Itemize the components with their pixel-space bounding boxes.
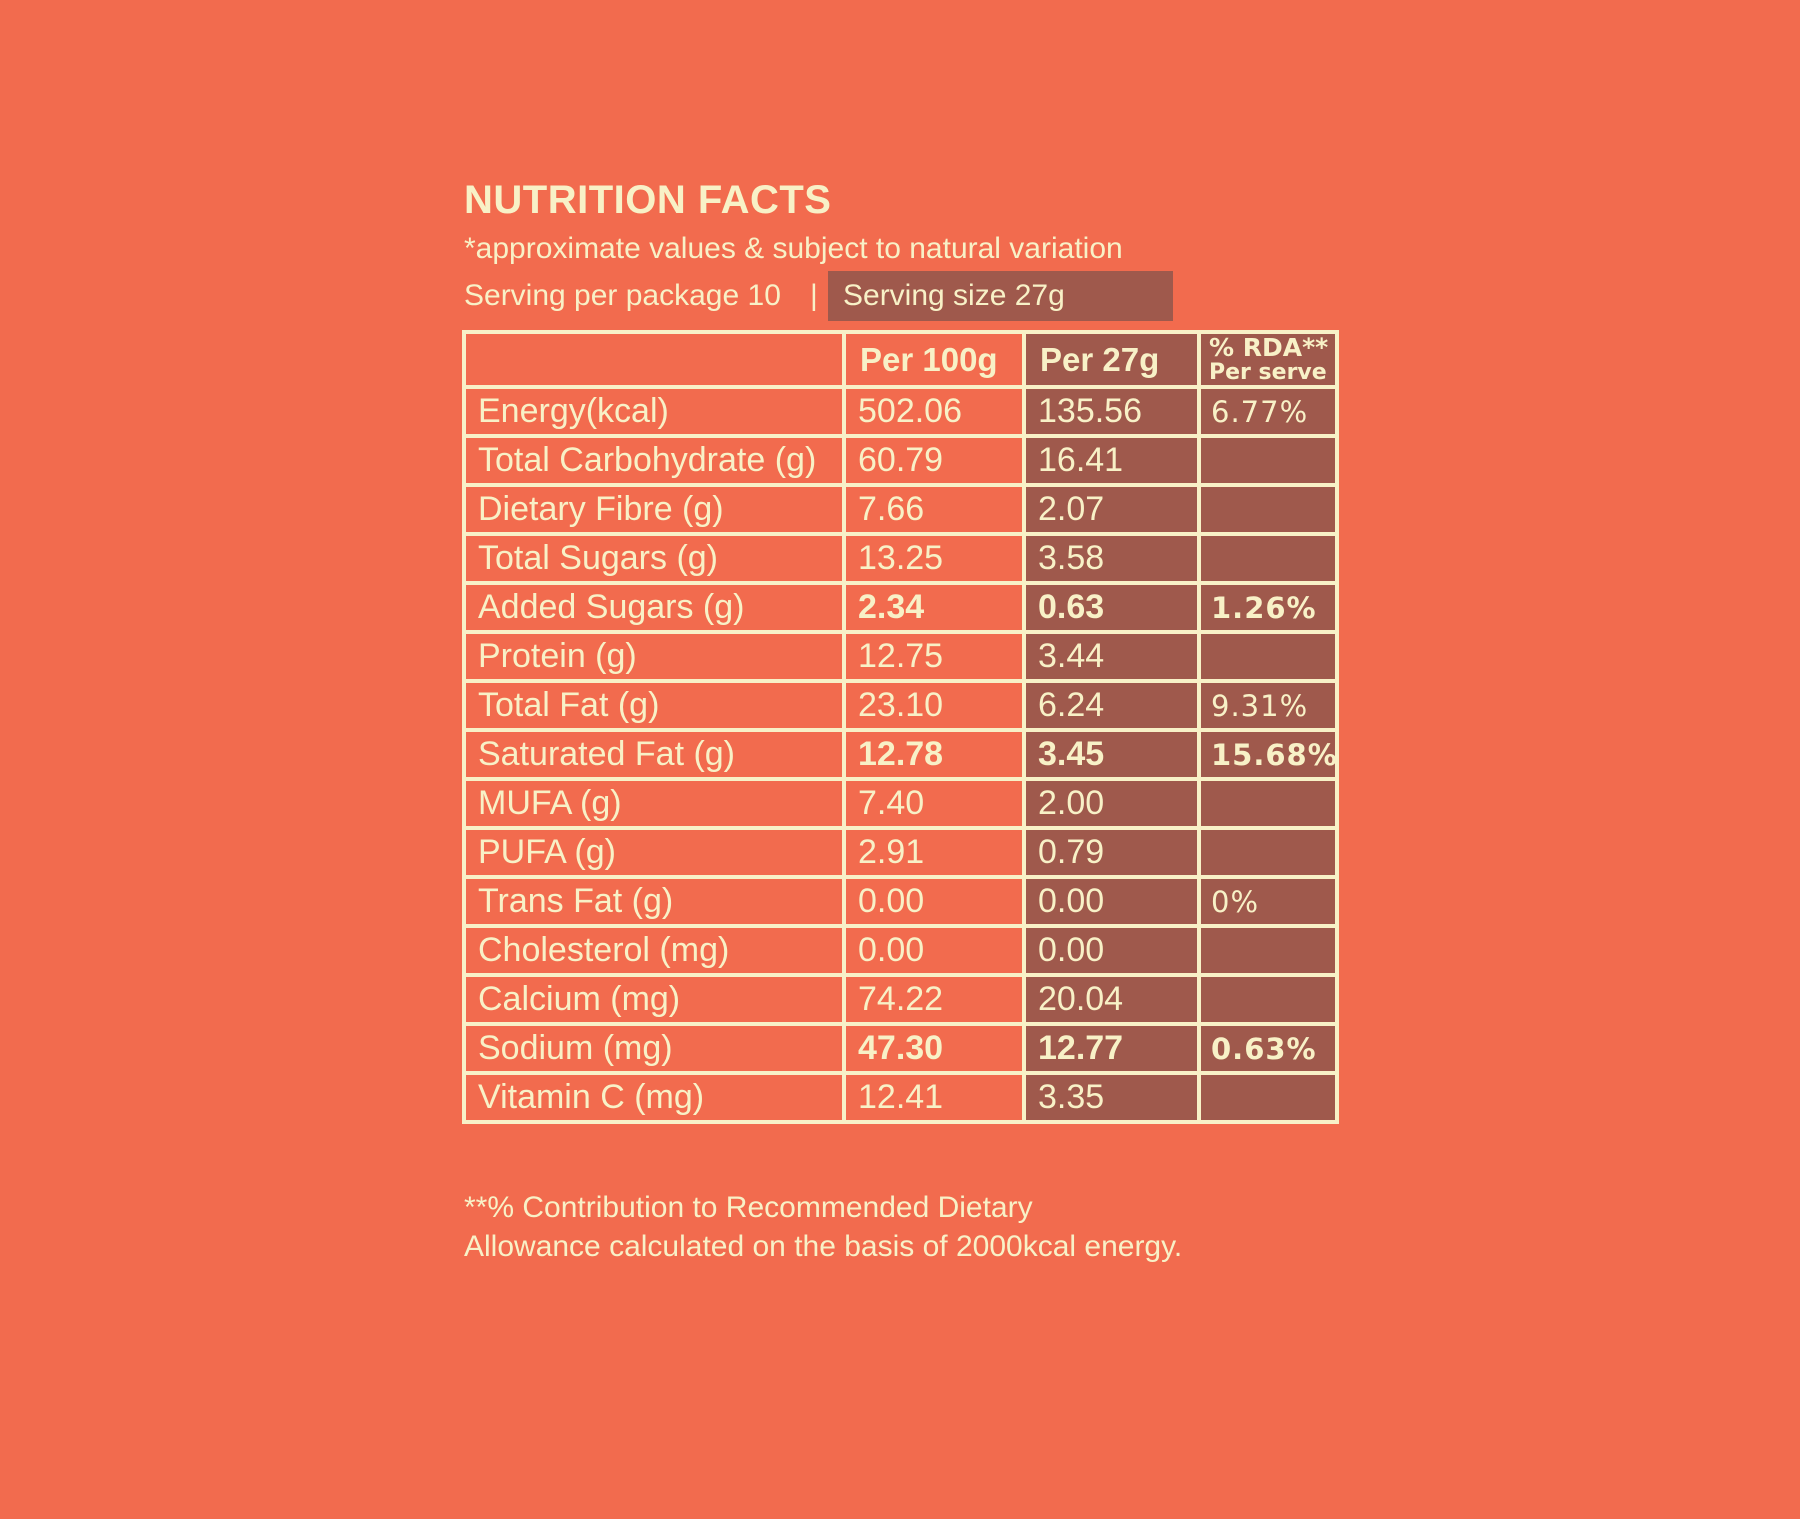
- value-per-100g: 12.75: [842, 630, 1026, 683]
- value-per-27g: 2.07: [1022, 483, 1201, 536]
- page-title: NUTRITION FACTS: [464, 178, 832, 222]
- value-rda-per-serve: [1197, 1071, 1339, 1124]
- nutrition-table-body: Energy(kcal) 502.06 135.56 6.77% Total C…: [462, 385, 1339, 1124]
- rda-footnote-line2: Allowance calculated on the basis of 200…: [464, 1230, 1183, 1263]
- value-rda-per-serve: [1197, 777, 1339, 830]
- nutrient-label: Vitamin C (mg): [462, 1071, 846, 1124]
- nutrient-label: Dietary Fibre (g): [462, 483, 846, 536]
- value-per-27g: 3.35: [1022, 1071, 1201, 1124]
- table-row: Calcium (mg) 74.22 20.04: [462, 973, 1339, 1026]
- table-row: Vitamin C (mg) 12.41 3.35: [462, 1071, 1339, 1124]
- value-per-27g: 3.58: [1022, 532, 1201, 585]
- value-per-27g: 0.63: [1022, 581, 1201, 634]
- value-per-100g: 47.30: [842, 1022, 1026, 1075]
- header-per-27g: Per 27g: [1022, 330, 1201, 389]
- value-per-27g: 6.24: [1022, 679, 1201, 732]
- value-per-100g: 12.78: [842, 728, 1026, 781]
- nutrient-label: Added Sugars (g): [462, 581, 846, 634]
- table-row: Energy(kcal) 502.06 135.56 6.77%: [462, 385, 1339, 438]
- value-per-27g: 0.00: [1022, 875, 1201, 928]
- nutrient-label: Trans Fat (g): [462, 875, 846, 928]
- nutrient-label: Energy(kcal): [462, 385, 846, 438]
- nutrient-label: Sodium (mg): [462, 1022, 846, 1075]
- value-per-27g: 2.00: [1022, 777, 1201, 830]
- table-row: Trans Fat (g) 0.00 0.00 0%: [462, 875, 1339, 928]
- nutrition-table: Per 100g Per 27g % RDA** Per serve Energ…: [462, 330, 1339, 1124]
- nutrient-label: MUFA (g): [462, 777, 846, 830]
- header-nutrient-blank: [462, 330, 846, 389]
- value-rda-per-serve: [1197, 630, 1339, 683]
- rda-footnote-line1: **% Contribution to Recommended Dietary: [464, 1191, 1033, 1224]
- nutrient-label: Saturated Fat (g): [462, 728, 846, 781]
- table-row: Sodium (mg) 47.30 12.77 0.63%: [462, 1022, 1339, 1075]
- header-rda-line2: Per serve: [1209, 360, 1327, 385]
- value-rda-per-serve: [1197, 483, 1339, 536]
- value-per-27g: 3.45: [1022, 728, 1201, 781]
- table-row: Total Carbohydrate (g) 60.79 16.41: [462, 434, 1339, 487]
- value-per-27g: 12.77: [1022, 1022, 1201, 1075]
- header-per-100g: Per 100g: [842, 330, 1026, 389]
- value-rda-per-serve: 0.63%: [1197, 1022, 1339, 1075]
- serving-info: Serving per package 10 | Serving size 27…: [462, 271, 1187, 321]
- value-per-27g: 0.00: [1022, 924, 1201, 977]
- nutrient-label: Calcium (mg): [462, 973, 846, 1026]
- table-row: Dietary Fibre (g) 7.66 2.07: [462, 483, 1339, 536]
- value-per-27g: 3.44: [1022, 630, 1201, 683]
- value-rda-per-serve: [1197, 973, 1339, 1026]
- table-row: Total Fat (g) 23.10 6.24 9.31%: [462, 679, 1339, 732]
- value-per-100g: 7.40: [842, 777, 1026, 830]
- value-rda-per-serve: [1197, 434, 1339, 487]
- value-per-100g: 0.00: [842, 924, 1026, 977]
- value-rda-per-serve: 0%: [1197, 875, 1339, 928]
- value-per-27g: 20.04: [1022, 973, 1201, 1026]
- value-per-100g: 0.00: [842, 875, 1026, 928]
- nutrient-label: PUFA (g): [462, 826, 846, 879]
- serving-size-badge: Serving size 27g: [828, 271, 1173, 321]
- serving-per-package-text: Serving per package 10: [464, 279, 781, 312]
- table-row: MUFA (g) 7.40 2.00: [462, 777, 1339, 830]
- table-header-row: Per 100g Per 27g % RDA** Per serve: [462, 330, 1339, 389]
- value-per-100g: 502.06: [842, 385, 1026, 438]
- value-rda-per-serve: 15.68%: [1197, 728, 1339, 781]
- value-per-100g: 60.79: [842, 434, 1026, 487]
- value-per-27g: 135.56: [1022, 385, 1201, 438]
- value-per-100g: 12.41: [842, 1071, 1026, 1124]
- table-row: Total Sugars (g) 13.25 3.58: [462, 532, 1339, 585]
- value-rda-per-serve: 1.26%: [1197, 581, 1339, 634]
- table-row: PUFA (g) 2.91 0.79: [462, 826, 1339, 879]
- value-per-100g: 13.25: [842, 532, 1026, 585]
- header-rda-line1: % RDA**: [1209, 333, 1329, 362]
- serving-separator: |: [810, 279, 818, 312]
- header-rda-per-serve: % RDA** Per serve: [1197, 330, 1339, 389]
- value-per-100g: 7.66: [842, 483, 1026, 536]
- value-rda-per-serve: [1197, 826, 1339, 879]
- rda-footnote: **% Contribution to Recommended Dietary …: [464, 1188, 1182, 1266]
- table-row: Saturated Fat (g) 12.78 3.45 15.68%: [462, 728, 1339, 781]
- value-per-100g: 23.10: [842, 679, 1026, 732]
- table-row: Added Sugars (g) 2.34 0.63 1.26%: [462, 581, 1339, 634]
- value-rda-per-serve: [1197, 532, 1339, 585]
- value-rda-per-serve: 6.77%: [1197, 385, 1339, 438]
- table-row: Protein (g) 12.75 3.44: [462, 630, 1339, 683]
- table-row: Cholesterol (mg) 0.00 0.00: [462, 924, 1339, 977]
- value-rda-per-serve: [1197, 924, 1339, 977]
- value-per-100g: 74.22: [842, 973, 1026, 1026]
- nutrient-label: Cholesterol (mg): [462, 924, 846, 977]
- nutrient-label: Total Fat (g): [462, 679, 846, 732]
- value-rda-per-serve: 9.31%: [1197, 679, 1339, 732]
- value-per-27g: 0.79: [1022, 826, 1201, 879]
- disclaimer-note: *approximate values & subject to natural…: [464, 232, 1123, 265]
- nutrient-label: Protein (g): [462, 630, 846, 683]
- value-per-100g: 2.34: [842, 581, 1026, 634]
- nutrient-label: Total Sugars (g): [462, 532, 846, 585]
- nutrient-label: Total Carbohydrate (g): [462, 434, 846, 487]
- value-per-100g: 2.91: [842, 826, 1026, 879]
- value-per-27g: 16.41: [1022, 434, 1201, 487]
